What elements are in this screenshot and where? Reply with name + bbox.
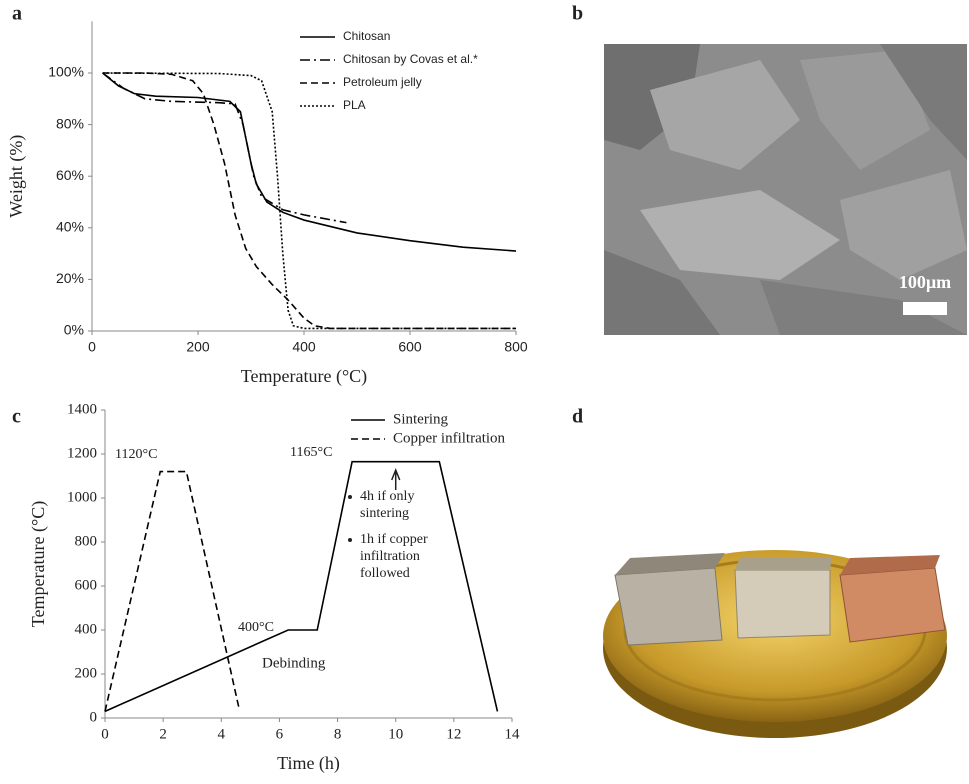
panel-label: d	[572, 406, 583, 428]
x-tick-label: 10	[388, 726, 403, 742]
series-line	[103, 73, 516, 251]
panel-label: a	[12, 3, 22, 25]
series-line	[103, 73, 516, 328]
annotation: Debinding	[262, 655, 326, 671]
y-axis-title: Weight (%)	[6, 135, 27, 218]
y-tick-label: 40%	[56, 219, 84, 235]
annotation: 1h if copper	[360, 532, 428, 547]
y-tick-label: 1200	[67, 445, 97, 461]
x-axis-title: Time (h)	[277, 753, 340, 774]
y-tick-label: 80%	[56, 115, 84, 131]
legend-label: Chitosan by Covas et al.*	[343, 52, 478, 66]
figure: a b c d 100µm 0%20%40%60%80%100%02004006…	[0, 0, 969, 784]
x-tick-label: 400	[292, 339, 316, 355]
series-line	[103, 73, 516, 328]
sem-image: 100µm	[604, 44, 967, 335]
x-tick-label: 200	[186, 339, 210, 355]
legend-label: Chitosan	[343, 29, 390, 43]
annotation: followed	[360, 566, 410, 581]
legend-label: PLA	[343, 98, 366, 112]
arrow	[392, 470, 400, 490]
legend-label: Copper infiltration	[393, 430, 506, 446]
x-tick-label: 8	[334, 726, 342, 742]
bullet	[348, 495, 352, 499]
x-tick-label: 0	[101, 726, 109, 742]
chart: 0 200 400 600 800 1000 1200 1400 0 2 4 6 8 10 12 14 Time…	[28, 401, 520, 774]
annotation: infiltration	[360, 549, 420, 564]
annotation: 1120°C	[115, 447, 157, 462]
annotation: 400°C	[238, 620, 274, 635]
x-tick-label: 600	[398, 339, 422, 355]
annotation: 1165°C	[290, 445, 332, 460]
annotation: sintering	[360, 506, 409, 521]
x-tick-label: 6	[276, 726, 284, 742]
panel-label: c	[12, 406, 21, 428]
coin-photo	[603, 550, 947, 738]
bullet	[348, 538, 352, 542]
y-tick-label: 60%	[56, 167, 84, 183]
x-axis-title: Temperature (°C)	[241, 366, 367, 387]
series-line	[105, 472, 239, 712]
y-tick-label: 800	[75, 533, 98, 549]
y-tick-label: 200	[75, 665, 98, 681]
y-tick-label: 1400	[67, 401, 97, 417]
x-tick-label: 0	[88, 339, 96, 355]
x-tick-label: 12	[446, 726, 461, 742]
x-tick-label: 14	[505, 726, 521, 742]
y-tick-label: 100%	[48, 64, 84, 80]
y-tick-label: 1000	[67, 489, 97, 505]
annotation: 4h if only	[360, 489, 414, 504]
x-tick-label: 2	[159, 726, 167, 742]
series-line	[105, 462, 497, 712]
x-tick-label: 4	[218, 726, 226, 742]
y-tick-label: 600	[75, 577, 98, 593]
y-tick-label: 0	[90, 709, 98, 725]
y-axis-title: Temperature (°C)	[28, 501, 49, 627]
legend-label: Petroleum jelly	[343, 75, 422, 89]
y-tick-label: 0%	[64, 322, 84, 338]
x-tick-label: 800	[504, 339, 528, 355]
series-line	[103, 73, 347, 223]
y-tick-label: 400	[75, 621, 98, 637]
panel-label: b	[572, 3, 583, 25]
y-tick-label: 20%	[56, 270, 84, 286]
scale-bar-label: 100µm	[899, 272, 951, 292]
legend-label: Sintering	[393, 411, 448, 427]
chart: 0% 20% 40% 60% 80% 100% 0 200 400 600 800 Temperatu…	[6, 21, 528, 387]
